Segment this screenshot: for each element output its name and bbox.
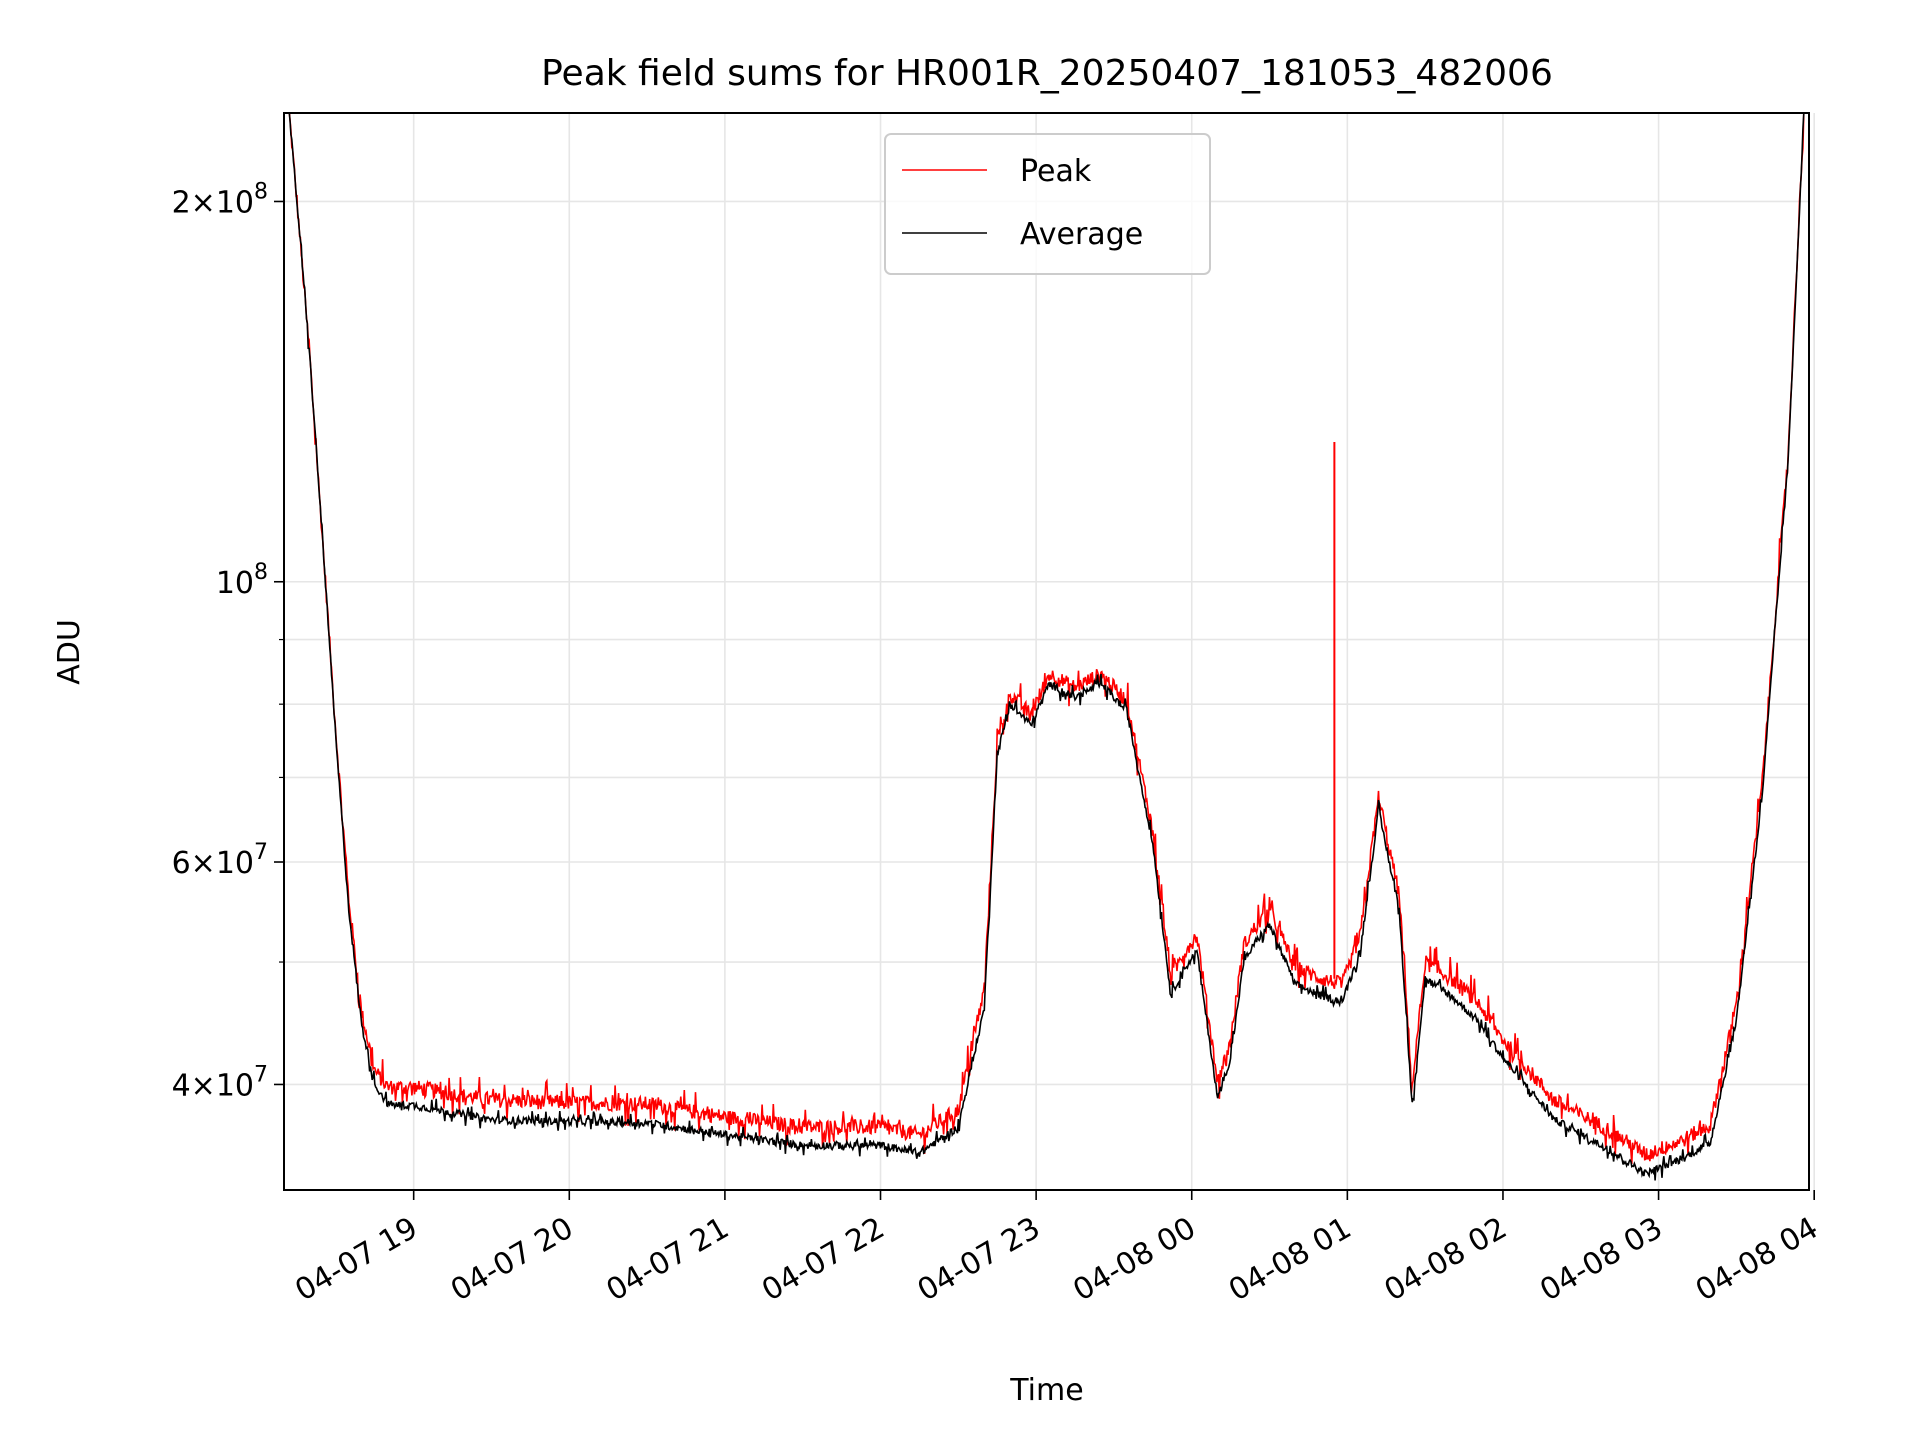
grid bbox=[284, 113, 1815, 1190]
legend-average-label: Average bbox=[1020, 217, 1143, 252]
legend-box bbox=[884, 133, 1211, 275]
x-axis-label: Time bbox=[1009, 1373, 1083, 1408]
y-tick-label: 6×107 bbox=[172, 840, 268, 881]
chart-title: Peak field sums for HR001R_20250407_1810… bbox=[541, 53, 1553, 94]
legend: Peak Average bbox=[884, 133, 1211, 275]
legend-peak-label: Peak bbox=[1020, 154, 1092, 189]
peak-series-line bbox=[288, 113, 1805, 1165]
y-tick-label: 2×108 bbox=[172, 179, 268, 220]
average-series-line bbox=[288, 113, 1805, 1181]
y-tick-label: 4×107 bbox=[172, 1062, 268, 1103]
y-axis-ticks: 4×107 6×107 108 2×108 bbox=[172, 179, 284, 1103]
y-tick-label: 108 bbox=[216, 560, 268, 601]
plot-frame bbox=[283, 112, 1810, 1191]
y-axis-label: ADU bbox=[52, 619, 87, 685]
